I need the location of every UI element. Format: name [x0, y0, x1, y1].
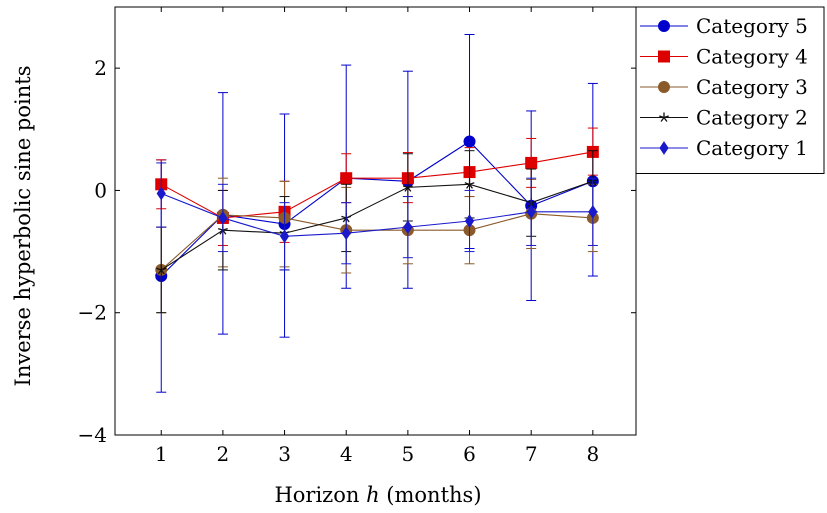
y-tick-label: 0 [94, 178, 107, 202]
x-axis-title: Horizon h (months) [274, 483, 481, 507]
x-axis-title-variable: h [366, 483, 380, 507]
series-5 [156, 162, 598, 271]
star-marker-ray [530, 200, 537, 204]
x-tick-label: 7 [525, 442, 538, 466]
y-axis-title: Inverse hyperbolic sine points [11, 66, 35, 387]
plot-frame [114, 6, 637, 436]
data-point [588, 204, 598, 219]
legend-marker [659, 141, 669, 155]
data-point [341, 226, 351, 241]
star-marker-ray [156, 267, 162, 271]
x-tick-label: 1 [155, 442, 168, 466]
star-marker-ray [469, 182, 475, 185]
x-tick-label: 4 [340, 442, 353, 466]
data-point [218, 211, 228, 225]
legend-marker [659, 112, 669, 122]
series-line [161, 192, 593, 237]
star-marker-ray [407, 186, 412, 192]
x-tick-label: 3 [278, 442, 291, 466]
legend-marker [658, 50, 670, 63]
star-marker-ray [160, 269, 165, 275]
data-point [340, 172, 353, 185]
star-marker-ray [346, 215, 352, 219]
data-point [463, 135, 476, 148]
data-point [464, 214, 475, 228]
legend-item-1: Category 5 [640, 14, 808, 38]
y-tick-label: 2 [94, 56, 107, 80]
star-marker-ray [407, 185, 413, 188]
y-tick-label: −4 [78, 423, 107, 447]
plot-area [155, 34, 599, 393]
x-tick-label: 8 [586, 442, 599, 466]
x-axis-title-suffix: (months) [380, 483, 482, 507]
star-marker-ray [526, 200, 532, 204]
star-marker-ray [217, 228, 224, 231]
series-line [160, 180, 594, 271]
star-marker-ray [464, 182, 470, 185]
star-marker-ray [469, 183, 473, 189]
star-marker-ray [663, 115, 669, 119]
star-marker-ray [404, 186, 409, 192]
x-axis-title-prefix: Horizon [274, 483, 366, 507]
y-tick-label: −2 [78, 301, 107, 325]
star-marker-ray [341, 215, 347, 219]
series-line [160, 151, 593, 219]
star-marker-ray [402, 185, 409, 188]
data-point [156, 264, 167, 275]
star-marker-ray [222, 228, 228, 231]
legend-label: Category 5 [696, 14, 808, 38]
star-marker-ray [157, 269, 162, 275]
data-point [279, 229, 290, 244]
data-point [525, 156, 538, 169]
data-point [464, 179, 475, 189]
legend-label: Category 2 [696, 106, 808, 130]
star-marker-ray [466, 183, 471, 189]
legend-marker [658, 20, 670, 32]
legend-label: Category 3 [696, 75, 808, 99]
legend-item-5: Category 1 [640, 136, 808, 160]
axes: 1 2 3 4 5 6 7 8 −4 −2 0 2 [78, 6, 637, 466]
data-point [403, 220, 413, 235]
data-point [526, 204, 536, 219]
legend-label: Category 1 [696, 136, 808, 160]
star-marker-ray [592, 179, 598, 182]
x-tick-label: 2 [217, 442, 230, 466]
star-marker-ray [663, 117, 668, 122]
legend-item-4: Category 2 [640, 106, 808, 130]
star-marker-ray [587, 179, 594, 182]
star-marker-ray [659, 115, 665, 119]
data-point [402, 182, 413, 192]
star-marker-ray [660, 117, 665, 122]
star-marker-ray [161, 267, 167, 271]
x-tick-label: 6 [463, 442, 476, 466]
series-2 [155, 127, 599, 246]
legend: Category 5 Category 4 Category 3 Category 2… [635, 6, 825, 174]
legend-label: Category 4 [696, 45, 808, 69]
data-point [156, 186, 166, 201]
legend-item-2: Category 4 [640, 45, 808, 69]
x-tick-label: 5 [402, 442, 415, 466]
legend-item-3: Category 3 [640, 75, 808, 99]
legend-marker [658, 81, 670, 93]
